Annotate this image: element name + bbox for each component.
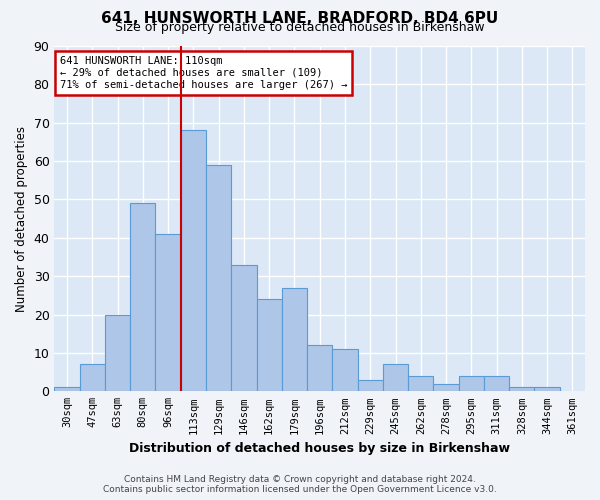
Bar (383, 364, 408, 392)
Bar (433, 384, 458, 392)
Bar (55, 388, 80, 392)
Bar (155, 234, 181, 392)
Bar (282, 288, 307, 392)
Text: 641 HUNSWORTH LANE: 110sqm
← 29% of detached houses are smaller (109)
71% of sem: 641 HUNSWORTH LANE: 110sqm ← 29% of deta… (60, 56, 347, 90)
Bar (408, 376, 433, 392)
Bar (80, 364, 105, 392)
Text: Size of property relative to detached houses in Birkenshaw: Size of property relative to detached ho… (115, 22, 485, 35)
Bar (105, 314, 130, 392)
Bar (206, 165, 231, 392)
Bar (130, 204, 155, 392)
Y-axis label: Number of detached properties: Number of detached properties (15, 126, 28, 312)
Bar (509, 388, 535, 392)
Bar (484, 376, 509, 392)
Bar (257, 299, 282, 392)
Bar (358, 380, 383, 392)
Text: Contains HM Land Registry data © Crown copyright and database right 2024.
Contai: Contains HM Land Registry data © Crown c… (103, 474, 497, 494)
Text: 641, HUNSWORTH LANE, BRADFORD, BD4 6PU: 641, HUNSWORTH LANE, BRADFORD, BD4 6PU (101, 11, 499, 26)
Bar (458, 376, 484, 392)
Bar (332, 349, 358, 392)
Bar (535, 388, 560, 392)
Bar (231, 264, 257, 392)
X-axis label: Distribution of detached houses by size in Birkenshaw: Distribution of detached houses by size … (129, 442, 510, 455)
Bar (181, 130, 206, 392)
Bar (307, 346, 332, 392)
